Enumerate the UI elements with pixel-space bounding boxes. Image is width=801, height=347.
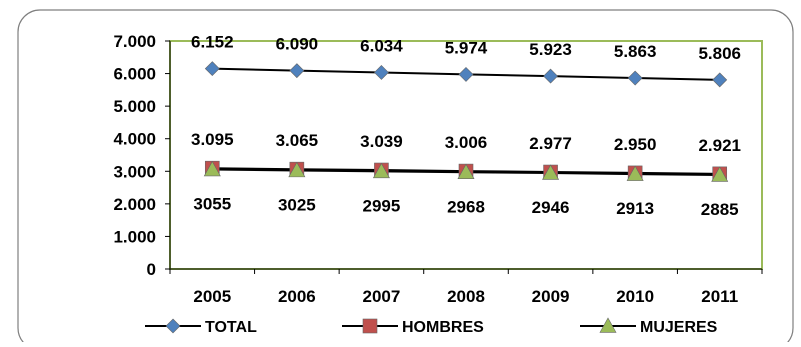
x-tick-label: 2006 — [278, 287, 316, 306]
mujeres-point — [372, 162, 390, 179]
legend-hombres-marker — [362, 318, 378, 334]
hombres-data-label: 3.095 — [191, 130, 234, 149]
mujeres-point — [203, 160, 221, 177]
y-tick-label: 3.000 — [113, 162, 156, 181]
hombres-data-label: 3.006 — [445, 133, 488, 152]
total-point — [627, 70, 643, 86]
y-tick-label: 5.000 — [113, 97, 156, 116]
x-tick-label: 2008 — [447, 287, 485, 306]
mujeres-point — [626, 165, 644, 181]
y-tick-label: 6.000 — [113, 65, 156, 84]
chart-frame — [17, 9, 794, 347]
mujeres-data-label: 2995 — [363, 196, 401, 215]
hombres-data-label: 2.977 — [529, 134, 572, 153]
mujeres-data-label: 2968 — [447, 197, 485, 216]
total-point — [543, 68, 558, 84]
hombres-data-label: 3.039 — [360, 132, 403, 151]
x-tick-label: 2010 — [616, 287, 654, 306]
total-data-label: 6.090 — [276, 35, 319, 54]
mujeres-data-label: 2885 — [701, 200, 739, 219]
mujeres-point — [711, 166, 729, 182]
legend-total-marker — [165, 318, 181, 334]
x-axis-ticks: 2005 2006 2007 2008 2009 2010 2011 — [169, 269, 763, 306]
data-labels: 6.152 6.090 6.034 5.974 5.923 5.863 5.806 3.095… — [191, 33, 741, 219]
legend-label: MUJERES — [640, 319, 718, 336]
x-tick-label: 2011 — [701, 287, 738, 306]
hombres-data-label: 3.065 — [276, 131, 319, 150]
y-tick-label: 4.000 — [113, 130, 156, 149]
total-data-label: 6.034 — [360, 36, 403, 55]
total-point — [204, 61, 220, 77]
x-tick-label: 2007 — [363, 287, 401, 306]
legend-label: TOTAL — [205, 319, 257, 336]
y-tick-label: 2.000 — [113, 195, 156, 214]
y-tick-label: 0 — [147, 260, 156, 279]
legend-mujeres-marker — [599, 317, 617, 333]
mujeres-data-label: 3055 — [193, 194, 231, 213]
legend-label: HOMBRES — [402, 319, 484, 336]
total-point — [458, 66, 474, 82]
mujeres-point — [457, 163, 475, 180]
total-point — [289, 63, 305, 79]
total-data-label: 6.152 — [191, 33, 234, 52]
x-tick-label: 2009 — [532, 287, 570, 306]
series-markers — [203, 61, 729, 182]
total-point — [712, 72, 728, 88]
legend: TOTAL HOMBRES MUJERES — [145, 317, 718, 336]
mujeres-data-label: 2913 — [616, 199, 654, 218]
hombres-data-label: 2.950 — [614, 135, 657, 154]
total-data-label: 5.806 — [698, 44, 741, 63]
mujeres-data-label: 2946 — [532, 198, 570, 217]
mujeres-point — [288, 161, 306, 178]
mujeres-point — [542, 164, 560, 180]
total-data-label: 5.974 — [445, 38, 488, 57]
x-tick-label: 2005 — [193, 287, 231, 306]
y-tick-label: 7.000 — [113, 32, 156, 51]
mujeres-data-label: 3025 — [278, 195, 316, 214]
hombres-data-label: 2.921 — [698, 136, 741, 155]
total-data-label: 5.923 — [529, 40, 572, 59]
total-data-label: 5.863 — [614, 42, 657, 61]
y-tick-label: 1.000 — [113, 227, 156, 246]
y-axis-ticks: 0 1.000 2.000 3.000 4.000 5.000 6.000 7.000 — [113, 32, 170, 279]
total-point — [374, 65, 389, 80]
